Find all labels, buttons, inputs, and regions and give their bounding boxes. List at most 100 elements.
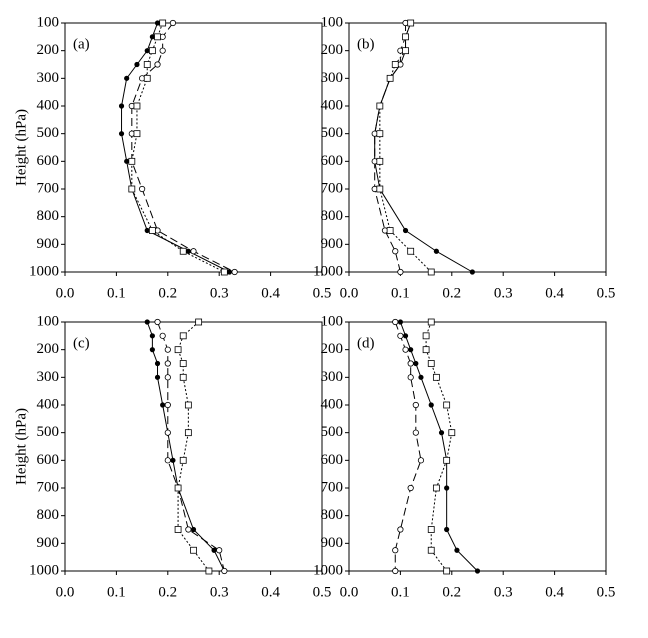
marker	[169, 19, 177, 27]
marker	[221, 567, 228, 575]
marker	[144, 319, 150, 325]
marker	[413, 360, 419, 367]
marker	[124, 75, 130, 81]
marker	[402, 47, 409, 55]
marker	[454, 547, 460, 553]
marker	[376, 157, 384, 165]
marker	[469, 269, 475, 275]
y-tick-label: 600	[321, 452, 344, 468]
marker	[231, 268, 238, 276]
y-tick-label: 800	[37, 208, 60, 224]
y-tick-label: 100	[37, 14, 60, 30]
marker	[118, 103, 125, 109]
y-tick-label: 900	[37, 535, 60, 551]
x-tick-label: 0.4	[545, 285, 564, 301]
marker	[408, 347, 414, 353]
profile-line	[394, 321, 422, 571]
marker	[179, 332, 187, 340]
marker	[118, 131, 125, 137]
marker	[397, 526, 404, 533]
marker	[432, 373, 440, 381]
marker	[427, 268, 435, 276]
y-tick-label: 200	[321, 341, 344, 357]
marker	[444, 526, 450, 533]
x-tick-label: 0.2	[158, 285, 177, 301]
marker	[154, 374, 161, 380]
marker	[159, 332, 166, 339]
x-tick-label: 0.0	[56, 584, 75, 600]
profile-line	[374, 23, 407, 273]
y-tick-label: 800	[37, 507, 60, 523]
x-tick-label: 0.2	[158, 584, 177, 600]
marker	[443, 401, 451, 409]
marker	[432, 484, 440, 492]
marker	[154, 360, 161, 367]
y-tick-label: 400	[37, 97, 60, 113]
y-tick-label: 500	[321, 424, 344, 440]
marker	[148, 47, 156, 55]
marker	[170, 457, 176, 463]
panel-label: (c)	[73, 335, 90, 351]
y-tick-label: 1000	[313, 263, 343, 279]
plot-frame	[348, 22, 607, 273]
marker	[143, 61, 151, 68]
y-tick-label: 100	[37, 313, 60, 329]
marker	[185, 526, 192, 533]
marker	[433, 248, 439, 254]
y-tick-label: 100	[321, 14, 344, 30]
marker	[220, 268, 228, 276]
y-tick-label: 200	[37, 42, 60, 58]
y-tick-label: 500	[321, 125, 344, 141]
marker	[185, 248, 191, 254]
x-tick-label: 0.3	[210, 285, 229, 301]
marker	[397, 268, 404, 276]
marker	[412, 429, 419, 436]
profile-line	[379, 22, 432, 273]
marker	[412, 401, 419, 409]
marker	[392, 547, 399, 554]
panel-label: (a)	[73, 36, 90, 52]
marker	[190, 248, 197, 255]
y-tick-label: 400	[321, 396, 344, 412]
x-tick-label: 0.1	[391, 285, 410, 301]
marker	[179, 360, 187, 367]
marker	[164, 457, 171, 464]
y-tick-label: 300	[37, 70, 60, 86]
panel-label: (b)	[357, 36, 375, 52]
marker	[386, 74, 394, 82]
marker	[159, 47, 166, 54]
profile-line	[131, 22, 235, 273]
marker	[160, 402, 166, 408]
marker	[154, 318, 161, 326]
marker	[143, 74, 151, 82]
marker	[184, 401, 192, 409]
y-tick-label: 700	[37, 180, 60, 196]
marker	[144, 227, 150, 234]
marker	[128, 157, 136, 165]
x-tick-label: 0.1	[391, 584, 410, 600]
x-tick-label: 0.0	[340, 285, 359, 301]
x-tick-label: 0.3	[494, 584, 513, 600]
marker	[124, 158, 130, 164]
y-tick-label: 700	[37, 479, 60, 495]
marker	[159, 19, 167, 27]
y-tick-label: 500	[37, 125, 60, 141]
y-tick-label: 400	[37, 396, 60, 412]
y-tick-label: 600	[321, 153, 344, 169]
y-tick-label: 300	[321, 70, 344, 86]
x-tick-label: 0.3	[494, 285, 513, 301]
marker	[391, 61, 399, 68]
marker	[392, 567, 399, 575]
plot-frame	[64, 321, 323, 572]
y-tick-label: 800	[321, 507, 344, 523]
marker	[422, 332, 430, 340]
marker	[179, 373, 187, 381]
marker	[149, 34, 155, 40]
x-tick-label: 0.2	[442, 285, 461, 301]
marker	[148, 227, 156, 234]
x-tick-label: 0.2	[442, 584, 461, 600]
y-tick-label: 600	[37, 452, 60, 468]
marker	[443, 567, 451, 575]
